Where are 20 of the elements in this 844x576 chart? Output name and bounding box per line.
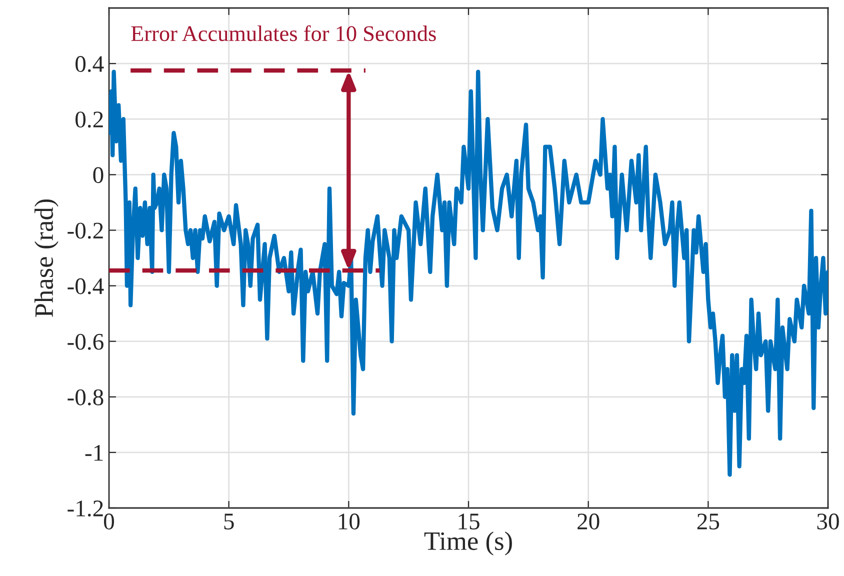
y-tick-label: 0 — [93, 167, 104, 184]
y-tick-label: -1.2 — [68, 500, 103, 517]
x-tick-label: 5 — [224, 514, 234, 530]
x-axis-title: Time (s) — [424, 531, 512, 556]
x-tick-label: 25 — [697, 514, 720, 530]
y-tick-label: -0.8 — [68, 389, 104, 406]
line-series — [109, 70, 828, 477]
x-tick-label: 20 — [578, 514, 600, 530]
y-tick-label: -0.4 — [68, 278, 104, 294]
x-tick-label: 10 — [338, 514, 360, 530]
y-tick-label: 0.2 — [76, 112, 103, 128]
y-tick-label: -1 — [85, 445, 103, 461]
y-tick-label: -0.6 — [68, 334, 104, 350]
x-tick-label: 0 — [104, 514, 114, 530]
y-axis-title: Phase (rad) — [34, 199, 58, 317]
x-tick-label: 15 — [458, 514, 480, 530]
annotation: Error Accumulates for 10 Seconds — [131, 25, 436, 42]
y-tick-label: -0.2 — [68, 222, 103, 239]
y-tick-label: 0.4 — [76, 56, 104, 72]
x-tick-label: 30 — [817, 514, 839, 530]
